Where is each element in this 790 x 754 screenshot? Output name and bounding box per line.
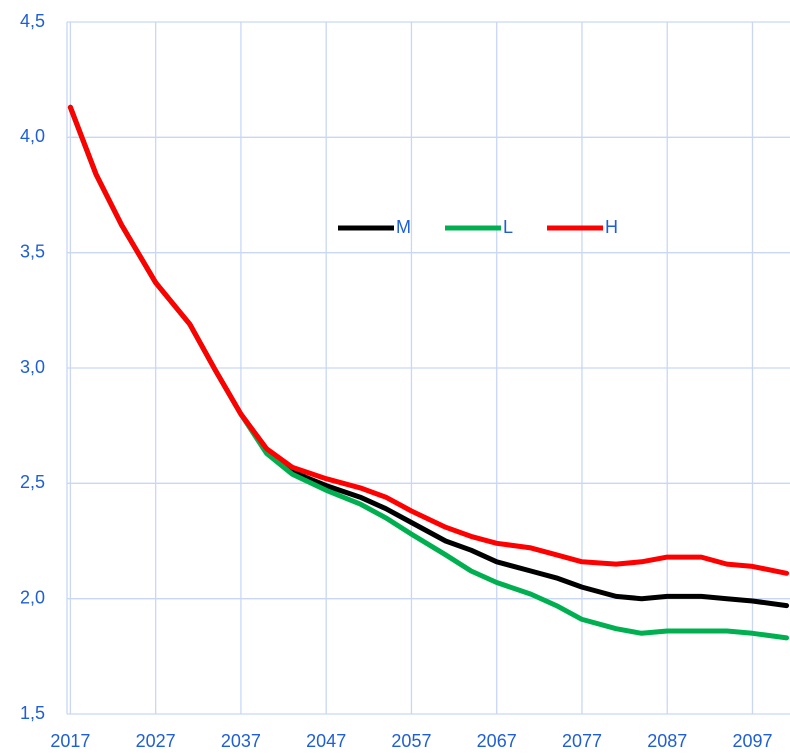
x-tick-label: 2087 [647, 731, 687, 751]
series-line [67, 104, 790, 576]
y-tick-label: 4,0 [20, 126, 45, 146]
legend-label: L [503, 217, 513, 237]
x-tick-label: 2037 [221, 731, 261, 751]
y-tick-label: 4,5 [20, 11, 45, 31]
series-line [67, 104, 790, 609]
y-tick-label: 1,5 [20, 703, 45, 723]
x-tick-label: 2047 [306, 731, 346, 751]
x-tick-label: 2057 [391, 731, 431, 751]
y-tick-label: 3,5 [20, 241, 45, 261]
x-tick-label: 2017 [50, 731, 90, 751]
legend-label: M [396, 217, 411, 237]
y-tick-label: 2,0 [20, 587, 45, 607]
x-tick-label: 2067 [477, 731, 517, 751]
x-tick-label: 2097 [732, 731, 772, 751]
y-tick-label: 2,5 [20, 472, 45, 492]
x-tick-label: 2077 [562, 731, 602, 751]
y-tick-label: 3,0 [20, 357, 45, 377]
legend-label: H [605, 217, 618, 237]
x-tick-label: 2027 [136, 731, 176, 751]
